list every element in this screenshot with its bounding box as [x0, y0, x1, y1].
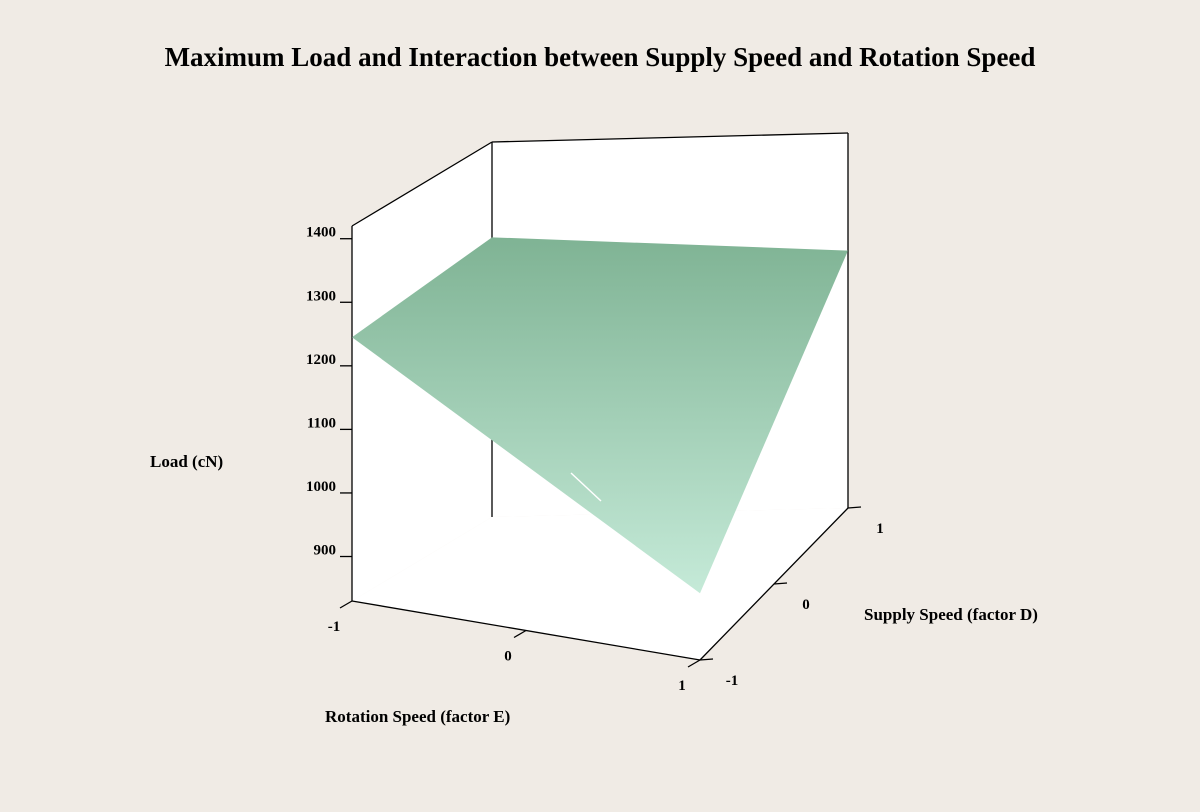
z-tick-label: 1200 — [306, 352, 336, 368]
box-edge-top-right — [491, 132, 849, 143]
x-tick-label: 0 — [504, 649, 512, 665]
y-tick-mark — [699, 658, 714, 661]
x-tick-mark — [339, 600, 353, 609]
y-axis-label: Supply Speed (factor D) — [864, 605, 1038, 624]
chart-title: Maximum Load and Interaction between Sup… — [165, 42, 1036, 72]
x-axis-label: Rotation Speed (factor E) — [325, 707, 510, 726]
z-tick-label: 900 — [314, 543, 337, 559]
x-tick-mark — [513, 629, 527, 639]
y-tick-label: -1 — [726, 673, 739, 689]
box-edge-top-left — [351, 141, 493, 227]
z-tick-label: 1400 — [306, 225, 336, 241]
z-tick-label: 1300 — [306, 288, 336, 304]
x-tick-label: 1 — [678, 678, 686, 694]
response-surface — [352, 237, 848, 594]
z-axis-label: Load (cN) — [150, 452, 223, 471]
x-tick-label: -1 — [328, 619, 341, 635]
x-tick-mark — [687, 659, 701, 668]
y-tick-label: 0 — [802, 597, 810, 613]
y-tick-mark — [773, 582, 788, 585]
y-tick-label: 1 — [876, 521, 884, 537]
z-tick-label: 1100 — [307, 415, 336, 431]
y-tick-mark — [847, 506, 862, 509]
surface-highlight — [570, 472, 602, 502]
z-tick-label: 1000 — [306, 479, 336, 495]
